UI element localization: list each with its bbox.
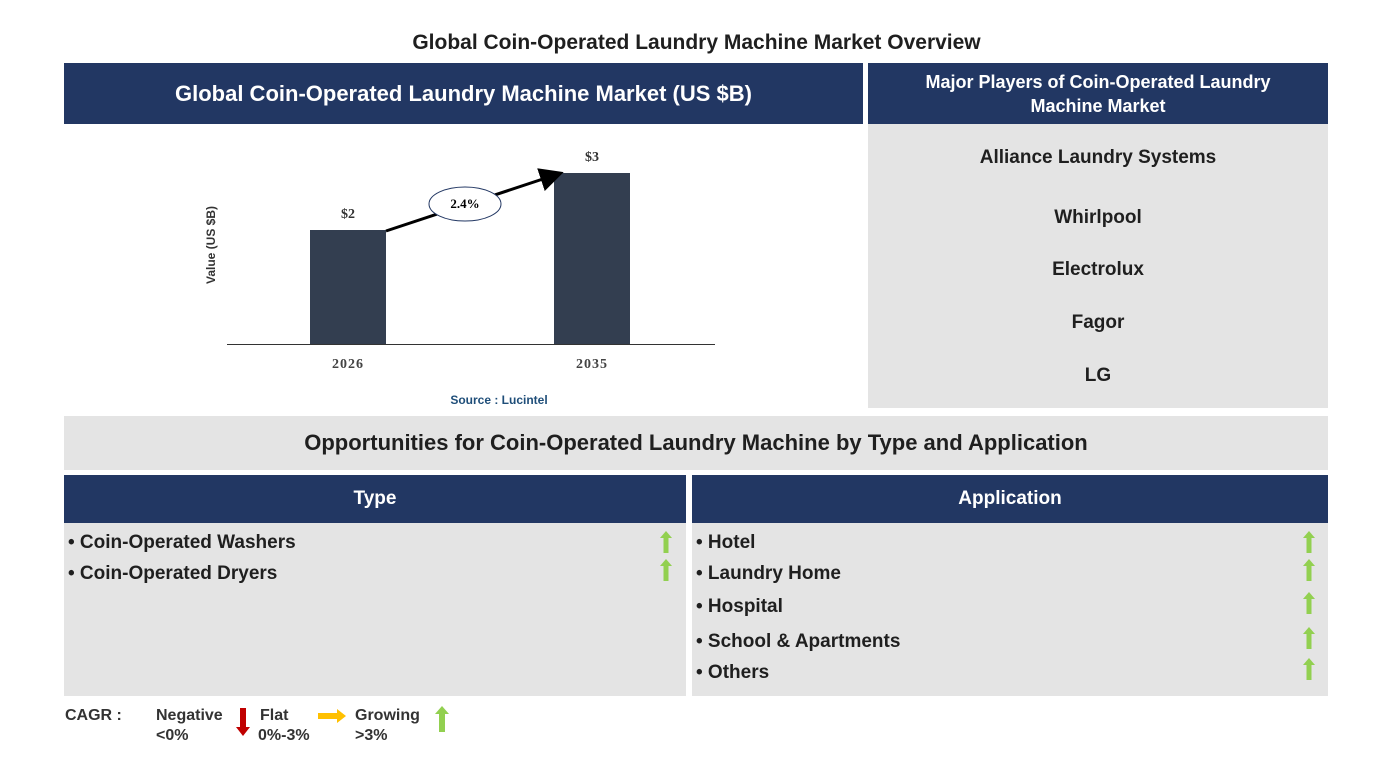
player-item: Electrolux bbox=[1052, 259, 1144, 280]
negative-arrow-icon bbox=[236, 708, 250, 736]
growth-arrow-icon bbox=[385, 168, 564, 233]
application-item: • School & Apartments bbox=[696, 631, 901, 652]
type-header: Type bbox=[64, 475, 686, 523]
players-panel: Alliance Laundry Systems Whirlpool Elect… bbox=[868, 124, 1328, 408]
bar-value-2026: $2 bbox=[341, 207, 355, 222]
player-item: Fagor bbox=[1071, 312, 1125, 333]
player-item: Whirlpool bbox=[1054, 207, 1142, 228]
type-item: • Coin-Operated Washers bbox=[68, 532, 296, 553]
growing-arrow-icon bbox=[660, 531, 672, 553]
x-tick-2035: 2035 bbox=[576, 357, 608, 372]
bar-2026 bbox=[310, 230, 386, 345]
type-item: • Coin-Operated Dryers bbox=[68, 563, 278, 584]
legend-growing-title: Growing bbox=[355, 707, 420, 724]
growing-arrow-icon bbox=[1303, 531, 1315, 553]
bar-value-2035: $3 bbox=[585, 150, 599, 165]
flat-arrow-icon bbox=[318, 709, 346, 723]
players-header: Major Players of Coin-Operated Laundry M… bbox=[868, 63, 1328, 124]
growing-arrow-icon bbox=[1303, 627, 1315, 649]
legend-negative-title: Negative bbox=[156, 707, 223, 724]
player-item: LG bbox=[1084, 365, 1112, 386]
chart-source: Source : Lucintel bbox=[450, 393, 548, 407]
page-title: Global Coin-Operated Laundry Machine Mar… bbox=[412, 31, 981, 54]
legend-flat-range: 0%-3% bbox=[258, 727, 310, 744]
growing-arrow-icon bbox=[1303, 559, 1315, 581]
application-item: • Hospital bbox=[696, 596, 783, 617]
legend-flat-title: Flat bbox=[260, 707, 289, 724]
application-header: Application bbox=[692, 475, 1328, 523]
legend-negative-range: <0% bbox=[156, 727, 189, 744]
cagr-annotation: 2.4% bbox=[450, 196, 480, 211]
player-item: Alliance Laundry Systems bbox=[979, 147, 1217, 168]
growing-arrow-icon bbox=[660, 559, 672, 581]
chart-header: Global Coin-Operated Laundry Machine Mar… bbox=[64, 63, 863, 124]
application-item: • Laundry Home bbox=[696, 563, 841, 584]
x-axis-line bbox=[227, 344, 715, 345]
legend-growing-range: >3% bbox=[355, 727, 388, 744]
growing-arrow-icon bbox=[1303, 658, 1315, 680]
players-header-text: Major Players of Coin-Operated Laundry M… bbox=[925, 71, 1271, 116]
x-tick-2026: 2026 bbox=[332, 357, 364, 372]
application-panel: • Hotel • Laundry Home • Hospital • Scho… bbox=[692, 523, 1328, 696]
bar-2035 bbox=[554, 173, 630, 345]
application-item: • Others bbox=[696, 662, 770, 683]
type-panel: • Coin-Operated Washers • Coin-Operated … bbox=[64, 523, 686, 696]
legend-label: CAGR : bbox=[65, 707, 122, 724]
bar-chart: Value (US $B) $2 $3 2026 2035 2.4% Sourc… bbox=[64, 124, 863, 414]
growing-arrow-icon bbox=[435, 706, 449, 732]
opportunities-title: Opportunities for Coin-Operated Laundry … bbox=[64, 416, 1328, 470]
growing-arrow-icon bbox=[1303, 592, 1315, 614]
application-item: • Hotel bbox=[696, 532, 756, 553]
